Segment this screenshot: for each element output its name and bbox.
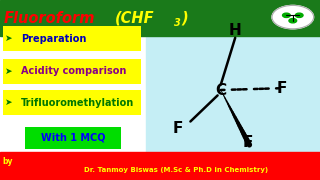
Bar: [3, 26, 141, 51]
Text: Dr. Tanmoy Biswas (M.Sc & Ph.D in Chemistry): Dr. Tanmoy Biswas (M.Sc & Ph.D in Chemis…: [84, 167, 268, 173]
Bar: [0, 0, 320, 36]
Bar: [25, 127, 121, 148]
Text: F: F: [243, 135, 253, 150]
Text: With 1 MCQ: With 1 MCQ: [41, 133, 105, 143]
Bar: [0, 152, 320, 180]
Text: (CHF: (CHF: [115, 10, 155, 26]
Text: Fluoroform: Fluoroform: [3, 10, 95, 26]
Circle shape: [289, 19, 297, 23]
Text: F: F: [172, 121, 183, 136]
Text: ➤: ➤: [5, 98, 12, 107]
Bar: [3, 90, 141, 115]
Text: ): ): [182, 10, 188, 26]
Circle shape: [283, 13, 290, 17]
Text: H: H: [229, 23, 242, 38]
Text: C: C: [215, 82, 226, 98]
Text: ➤: ➤: [5, 34, 12, 43]
Text: Preparation: Preparation: [21, 34, 86, 44]
Bar: [3, 58, 141, 84]
Text: Acidity comparison: Acidity comparison: [21, 66, 126, 76]
Text: ➤: ➤: [5, 67, 12, 76]
Text: Trifluoromethylation: Trifluoromethylation: [21, 98, 134, 108]
Circle shape: [295, 13, 303, 17]
Circle shape: [272, 5, 314, 29]
Text: by: by: [3, 157, 13, 166]
Text: F: F: [276, 81, 287, 96]
Text: 3: 3: [174, 17, 181, 28]
Bar: [146, 0, 320, 152]
